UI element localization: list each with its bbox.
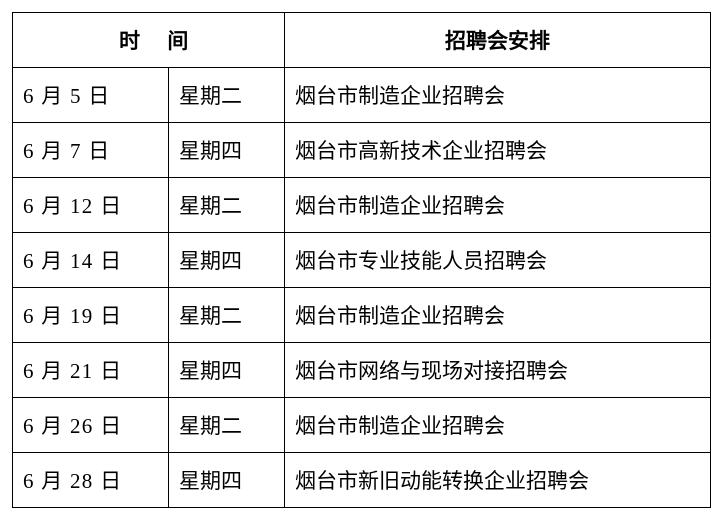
cell-event: 烟台市制造企业招聘会 — [285, 178, 711, 233]
cell-weekday: 星期四 — [169, 233, 285, 288]
table-row: 6 月 28 日 星期四 烟台市新旧动能转换企业招聘会 — [13, 453, 711, 508]
table-row: 6 月 7 日 星期四 烟台市高新技术企业招聘会 — [13, 123, 711, 178]
header-time-label: 时间 — [81, 29, 215, 53]
cell-event: 烟台市制造企业招聘会 — [285, 68, 711, 123]
table-row: 6 月 26 日 星期二 烟台市制造企业招聘会 — [13, 398, 711, 453]
cell-weekday: 星期二 — [169, 68, 285, 123]
table-row: 6 月 19 日 星期二 烟台市制造企业招聘会 — [13, 288, 711, 343]
table-row: 6 月 14 日 星期四 烟台市专业技能人员招聘会 — [13, 233, 711, 288]
table-header-row: 时间 招聘会安排 — [13, 13, 711, 68]
cell-event: 烟台市新旧动能转换企业招聘会 — [285, 453, 711, 508]
cell-date: 6 月 19 日 — [13, 288, 169, 343]
table-body: 6 月 5 日 星期二 烟台市制造企业招聘会 6 月 7 日 星期四 烟台市高新… — [13, 68, 711, 508]
header-time: 时间 — [13, 13, 285, 68]
cell-weekday: 星期二 — [169, 398, 285, 453]
cell-date: 6 月 26 日 — [13, 398, 169, 453]
cell-weekday: 星期四 — [169, 453, 285, 508]
cell-weekday: 星期四 — [169, 123, 285, 178]
cell-date: 6 月 14 日 — [13, 233, 169, 288]
table-row: 6 月 12 日 星期二 烟台市制造企业招聘会 — [13, 178, 711, 233]
cell-weekday: 星期四 — [169, 343, 285, 398]
cell-event: 烟台市网络与现场对接招聘会 — [285, 343, 711, 398]
cell-date: 6 月 28 日 — [13, 453, 169, 508]
cell-date: 6 月 12 日 — [13, 178, 169, 233]
table-row: 6 月 21 日 星期四 烟台市网络与现场对接招聘会 — [13, 343, 711, 398]
cell-event: 烟台市专业技能人员招聘会 — [285, 233, 711, 288]
cell-event: 烟台市高新技术企业招聘会 — [285, 123, 711, 178]
schedule-table: 时间 招聘会安排 6 月 5 日 星期二 烟台市制造企业招聘会 6 月 7 日 … — [12, 12, 711, 508]
cell-weekday: 星期二 — [169, 288, 285, 343]
cell-date: 6 月 7 日 — [13, 123, 169, 178]
cell-event: 烟台市制造企业招聘会 — [285, 398, 711, 453]
table-row: 6 月 5 日 星期二 烟台市制造企业招聘会 — [13, 68, 711, 123]
cell-date: 6 月 21 日 — [13, 343, 169, 398]
cell-weekday: 星期二 — [169, 178, 285, 233]
cell-date: 6 月 5 日 — [13, 68, 169, 123]
header-event: 招聘会安排 — [285, 13, 711, 68]
cell-event: 烟台市制造企业招聘会 — [285, 288, 711, 343]
